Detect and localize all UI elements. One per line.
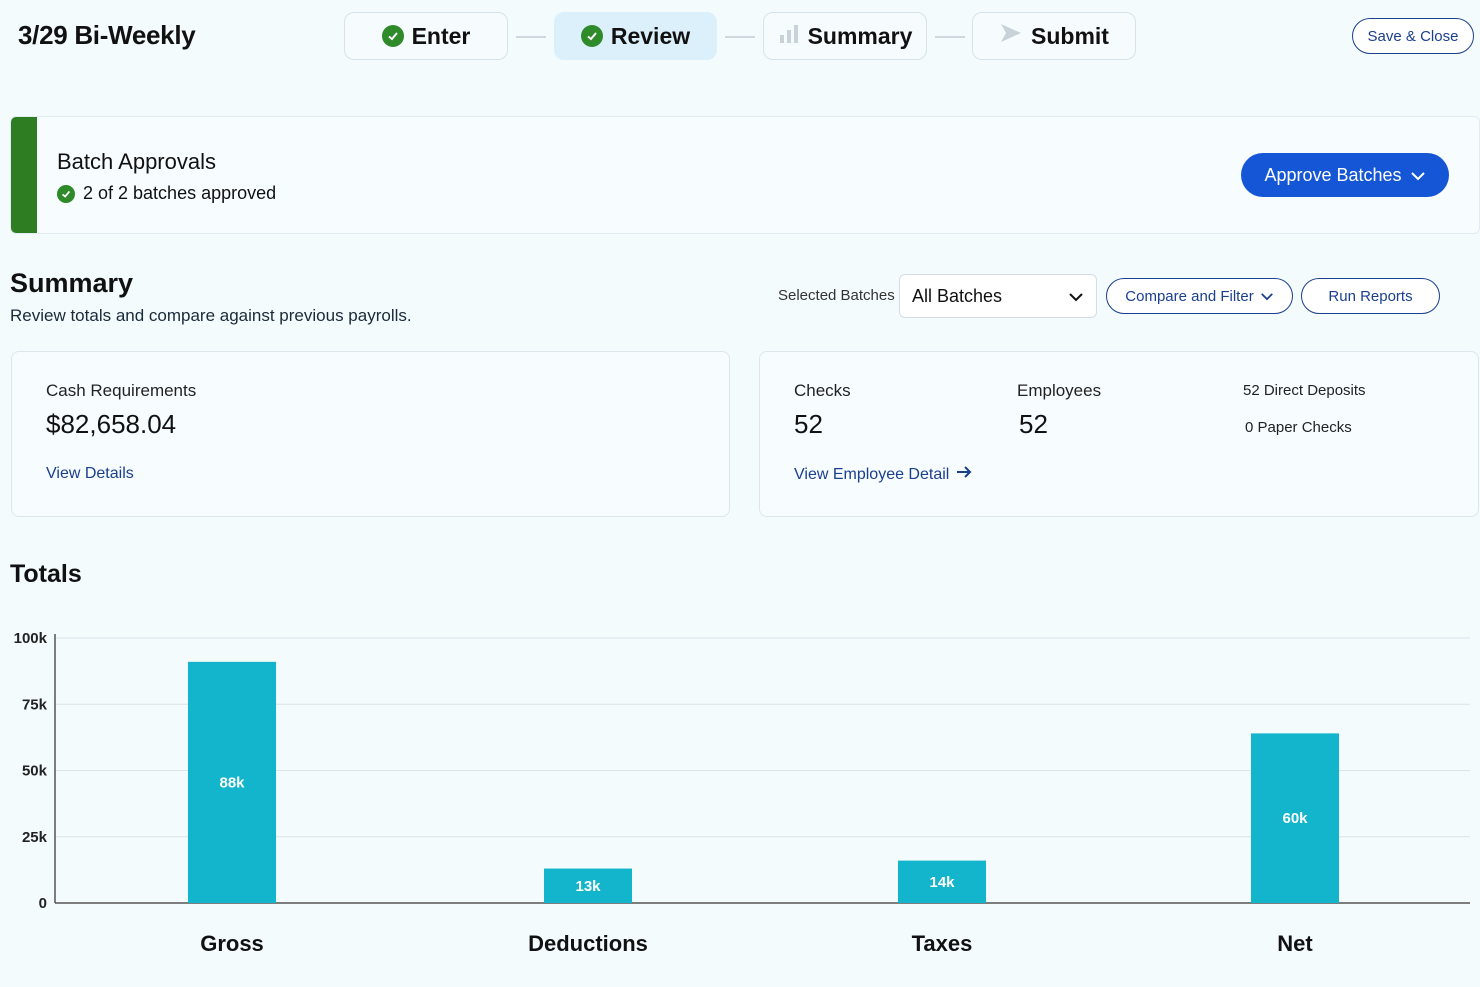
- selected-batches-value: All Batches: [912, 285, 1003, 306]
- bar-data-label: 88k: [219, 774, 245, 791]
- step-review[interactable]: Review: [554, 12, 717, 60]
- bar-data-label: 60k: [1282, 810, 1308, 827]
- summary-subtitle: Review totals and compare against previo…: [10, 306, 412, 325]
- payroll-counts-card: Checks 52 Employees 52 52 Direct Deposit…: [759, 351, 1479, 517]
- y-tick-label: 50k: [22, 763, 48, 780]
- employees-label: Employees: [1017, 381, 1102, 400]
- page-title: 3/29 Bi-Weekly: [18, 20, 196, 50]
- y-tick-label: 25k: [22, 829, 48, 846]
- x-category-label: Gross: [200, 931, 264, 956]
- checks-label: Checks: [794, 381, 851, 400]
- save-close-button[interactable]: Save & Close: [1352, 18, 1474, 54]
- check-circle-icon: [580, 25, 603, 47]
- check-circle-icon: [381, 25, 404, 47]
- bar-gross: [188, 661, 276, 903]
- view-employee-detail-label: View Employee Detail: [794, 465, 950, 483]
- batch-approvals-title: Batch Approvals: [57, 149, 216, 174]
- cash-requirements-card: Cash Requirements $82,658.04 View Detail…: [11, 351, 730, 517]
- cash-requirements-value: $82,658.04: [46, 409, 177, 439]
- paper-checks-count: 0 Paper Checks: [1245, 419, 1352, 436]
- step-summary[interactable]: Summary: [763, 12, 927, 60]
- view-details-link[interactable]: View Details: [46, 465, 134, 482]
- step-label: Enter: [411, 22, 471, 49]
- bar-taxes: [898, 860, 986, 903]
- step-submit[interactable]: Submit: [972, 12, 1136, 60]
- arrow-right-icon: [955, 465, 973, 484]
- send-icon: [999, 22, 1023, 50]
- view-employee-detail-link[interactable]: View Employee Detail: [794, 465, 973, 484]
- employees-value: 52: [1019, 409, 1048, 439]
- bar-data-label: 14k: [929, 874, 955, 891]
- run-reports-button[interactable]: Run Reports: [1301, 278, 1440, 314]
- batch-approvals-status: 2 of 2 batches approved: [57, 183, 276, 204]
- bar-net: [1251, 733, 1339, 903]
- checks-value: 52: [794, 409, 823, 439]
- x-category-label: Net: [1277, 931, 1313, 956]
- step-connector: [935, 36, 965, 38]
- totals-bar-chart: 0 25k 50k 75k 100k 88k Gross 13k Deductions 14k Ta…: [14, 630, 1470, 956]
- step-enter[interactable]: Enter: [344, 12, 508, 60]
- direct-deposits-count: 52 Direct Deposits: [1243, 382, 1366, 399]
- y-tick-label: 75k: [22, 696, 48, 713]
- cash-requirements-label: Cash Requirements: [46, 381, 197, 400]
- bar-chart-icon: [778, 22, 800, 50]
- selected-batches-label: Selected Batches: [778, 287, 895, 304]
- summary-heading: Summary: [10, 268, 134, 298]
- totals-heading: Totals: [10, 560, 82, 588]
- chevron-down-icon: [1068, 286, 1084, 307]
- step-label: Submit: [1031, 22, 1109, 49]
- x-category-label: Taxes: [912, 931, 973, 956]
- compare-filter-button[interactable]: Compare and Filter: [1106, 278, 1293, 314]
- step-connector: [516, 36, 546, 38]
- check-circle-icon: [57, 184, 75, 203]
- batch-status-text: 2 of 2 batches approved: [83, 183, 277, 203]
- selected-batches-select[interactable]: All Batches: [899, 274, 1097, 318]
- batch-approvals-card: Batch Approvals 2 of 2 batches approved …: [10, 116, 1480, 234]
- y-tick-label: 0: [39, 895, 47, 912]
- x-category-label: Deductions: [528, 931, 648, 956]
- bar-data-label: 13k: [575, 878, 601, 895]
- step-label: Summary: [807, 22, 913, 49]
- chevron-down-icon: [1410, 165, 1426, 186]
- chevron-down-icon: [1260, 288, 1274, 305]
- y-tick-label: 100k: [14, 630, 48, 647]
- step-label: Review: [610, 22, 691, 49]
- approve-batches-button[interactable]: Approve Batches: [1241, 153, 1449, 197]
- step-connector: [725, 36, 755, 38]
- compare-filter-label: Compare and Filter: [1125, 287, 1254, 305]
- approve-batches-label: Approve Batches: [1264, 164, 1402, 185]
- approval-status-stripe: [11, 117, 37, 233]
- bar-deductions: [544, 868, 632, 903]
